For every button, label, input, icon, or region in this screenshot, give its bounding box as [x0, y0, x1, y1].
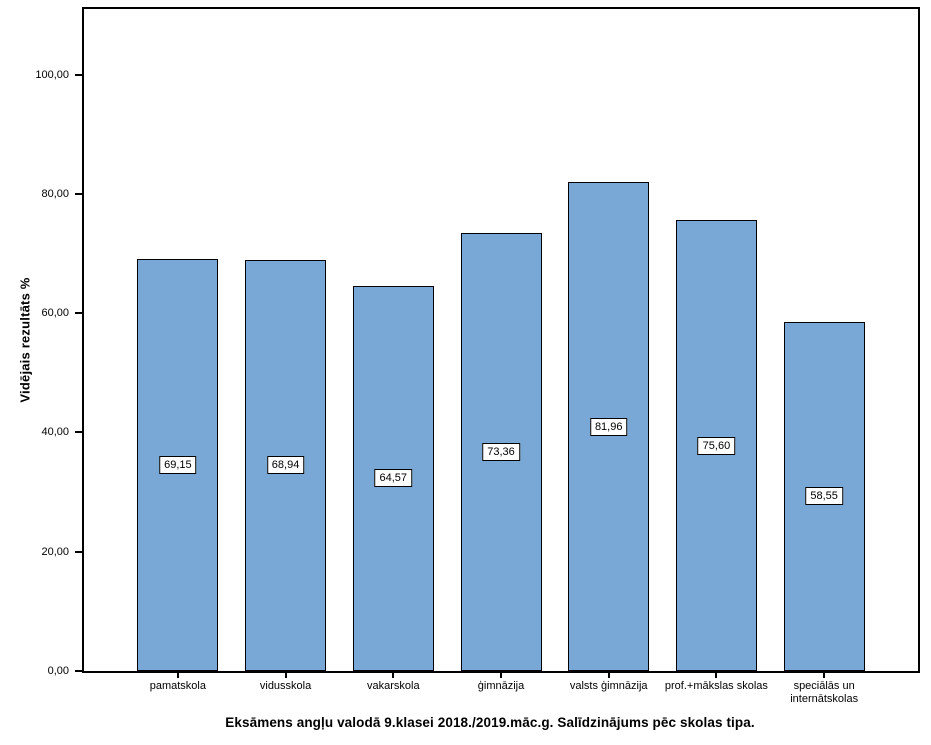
y-tick-mark — [75, 73, 82, 76]
y-tick-label: 0,00 — [47, 665, 69, 677]
y-tick-label: 80,00 — [41, 187, 69, 200]
x-tick-mark — [176, 673, 179, 678]
bar: 69,15 — [137, 258, 219, 671]
x-tick-mark — [392, 673, 395, 678]
x-tick-label: prof.+mākslas skolas — [664, 680, 768, 692]
bar-value-label: 73,36 — [482, 443, 520, 462]
x-tick-mark — [500, 673, 502, 678]
bar-value-label: 58,55 — [805, 487, 843, 506]
y-tick-label: 40,00 — [41, 426, 69, 439]
x-tick-label: pamatskola — [149, 680, 206, 692]
y-tick-mark — [75, 670, 82, 672]
bar-value-label: 68,94 — [266, 456, 305, 475]
bar-value-label: 75,60 — [697, 436, 736, 455]
bar: 73,36 — [460, 233, 542, 671]
bar: 81,96 — [568, 182, 650, 671]
bar: 68,94 — [245, 259, 327, 671]
y-tick-mark — [75, 192, 82, 195]
x-tick-mark — [715, 673, 718, 678]
bar: 75,60 — [675, 220, 757, 671]
y-tick-mark — [75, 431, 82, 434]
x-tick-label: ģimnāzija — [477, 680, 525, 692]
x-tick-mark — [284, 673, 287, 678]
x-tick-label: valsts ģimnāzija — [569, 680, 648, 692]
y-tick-label: 100,00 — [35, 68, 69, 81]
x-tick-mark — [823, 673, 826, 678]
bar-value-label: 81,96 — [589, 417, 628, 436]
x-tick-mark — [607, 673, 610, 678]
y-tick-mark — [75, 550, 82, 553]
bar-value-label: 64,57 — [374, 469, 413, 488]
y-tick-label: 60,00 — [41, 307, 69, 320]
bar: 64,57 — [352, 285, 434, 671]
bar: 58,55 — [783, 321, 865, 671]
chart-title: Eksāmens angļu valodā 9.klasei 2018./201… — [225, 715, 755, 730]
x-tick-label: vidusskola — [259, 680, 312, 692]
y-axis-title: Vidējais rezultāts % — [17, 277, 33, 403]
y-tick-mark — [75, 312, 82, 315]
bar-value-label: 69,15 — [159, 455, 197, 474]
x-tick-label: speciālās un internātskolas — [790, 680, 859, 705]
x-tick-label: vakarskola — [366, 680, 420, 692]
y-tick-label: 20,00 — [41, 545, 69, 558]
